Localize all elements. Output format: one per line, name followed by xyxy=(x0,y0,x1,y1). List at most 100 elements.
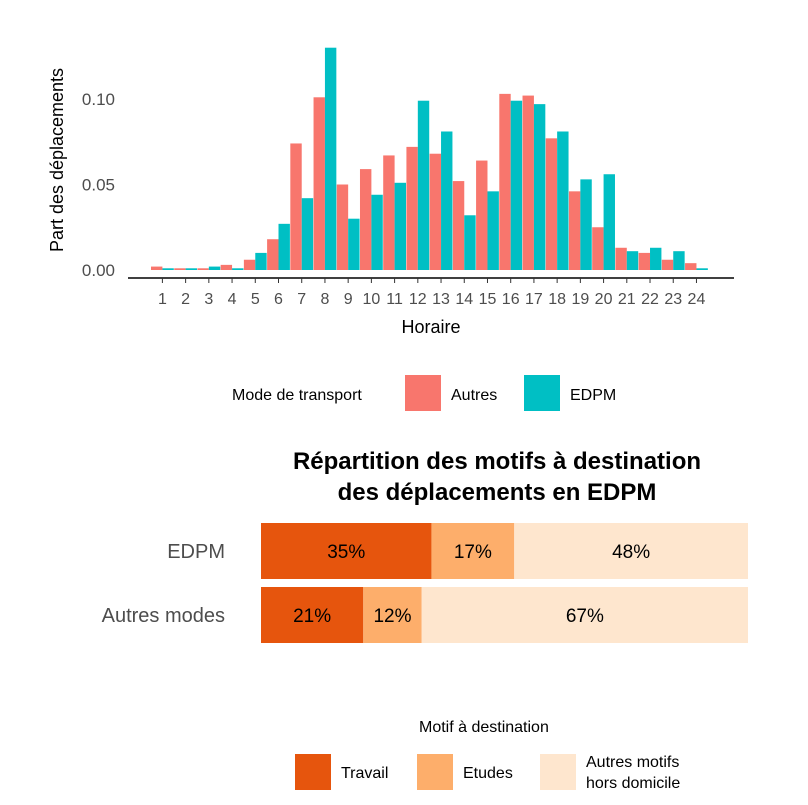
x-tick-label: 22 xyxy=(641,291,659,308)
chart-title-line-2: des déplacements en EDPM xyxy=(338,479,657,506)
bar-autres-24 xyxy=(685,263,697,270)
legend-title: Motif à destination xyxy=(419,719,549,736)
chart-title-line-1: Répartition des motifs à destination xyxy=(293,448,701,475)
legend-label-edpm: EDPM xyxy=(570,387,616,404)
bar-edpm-21 xyxy=(626,251,639,270)
bar-autres-16 xyxy=(499,93,511,271)
bar-autres-2 xyxy=(174,268,186,270)
x-axis-title: Horaire xyxy=(401,317,460,337)
segment-etudes-1 xyxy=(363,587,422,643)
legend-title: Mode de transport xyxy=(232,387,362,404)
bar-autres-14 xyxy=(452,181,465,270)
hourly-distribution-chart: 0.000.050.10 1 2 3 4 5 6 7 8 9 10 11 12 13 14 15 16 17 18… xyxy=(47,47,734,411)
bar-edpm-2 xyxy=(185,268,198,270)
x-tick-label: 9 xyxy=(344,291,353,308)
bar-edpm-15 xyxy=(487,191,499,270)
legend-swatch-travail xyxy=(295,754,331,790)
bar-autres-21 xyxy=(615,247,627,270)
legend-swatch-autres-motifs xyxy=(540,754,576,790)
x-tick-label: 10 xyxy=(362,291,380,308)
bar-edpm-23 xyxy=(673,251,685,270)
bar-autres-15 xyxy=(476,160,488,270)
x-tick-label: 19 xyxy=(571,291,589,308)
x-tick-label: 5 xyxy=(251,291,260,308)
x-tick-label: 4 xyxy=(228,291,237,308)
segment-label: 48% xyxy=(612,542,650,563)
bar-autres-11 xyxy=(383,155,395,270)
bar-edpm-14 xyxy=(464,215,476,270)
x-tick-label: 6 xyxy=(274,291,283,308)
purpose-legend: Motif à destination Travail Etudes Autre… xyxy=(295,719,680,792)
transport-mode-legend: Mode de transport Autres EDPM xyxy=(232,375,616,411)
bar-edpm-18 xyxy=(557,131,569,270)
bar-edpm-5 xyxy=(255,252,267,270)
segment-etudes-0 xyxy=(431,523,515,579)
bar-autres-20 xyxy=(592,227,604,270)
bar-edpm-10 xyxy=(371,194,383,270)
bar-edpm-7 xyxy=(301,198,314,270)
y-tick-label: 0.10 xyxy=(82,90,115,109)
bar-edpm-24 xyxy=(696,268,708,270)
legend-swatch-etudes xyxy=(417,754,453,790)
bar-autres-12 xyxy=(406,146,418,270)
legend-label-etudes: Etudes xyxy=(463,765,513,782)
bar-edpm-20 xyxy=(603,174,615,270)
legend-label-autres: Autres xyxy=(451,387,497,404)
y-tick-label: 0.05 xyxy=(82,176,115,195)
bar-edpm-3 xyxy=(208,266,221,270)
bar-autres-4 xyxy=(220,264,233,270)
bar-edpm-22 xyxy=(650,247,662,270)
bar-edpm-8 xyxy=(324,47,337,271)
segment-label: 35% xyxy=(327,542,365,563)
segment-label: 17% xyxy=(454,542,492,563)
x-tick-label: 8 xyxy=(320,291,329,308)
x-tick-label: 12 xyxy=(409,291,427,308)
x-tick-label: 7 xyxy=(297,291,306,308)
x-tick-label: 1 xyxy=(158,291,167,308)
legend-swatch-edpm xyxy=(524,375,560,411)
x-tick-label: 2 xyxy=(181,291,190,308)
bar-edpm-13 xyxy=(441,131,453,270)
x-tick-label: 23 xyxy=(664,291,682,308)
legend-swatch-autres xyxy=(405,375,441,411)
bar-edpm-16 xyxy=(510,100,523,271)
row-label: EDPM xyxy=(167,541,225,563)
bar-edpm-4 xyxy=(232,268,244,270)
segment-travail-1 xyxy=(261,587,364,643)
x-tick-label: 24 xyxy=(688,291,706,308)
bar-autres-17 xyxy=(522,95,534,270)
x-tick-label: 16 xyxy=(502,291,520,308)
row-label: Autres modes xyxy=(102,605,225,627)
segment-travail-0 xyxy=(261,523,432,579)
bar-autres-23 xyxy=(661,259,674,270)
x-tick-label: 20 xyxy=(595,291,613,308)
x-tick-label: 11 xyxy=(386,291,403,308)
y-tick-label: 0.00 xyxy=(82,261,115,280)
legend-label-autres-motifs-line-1: Autres motifs xyxy=(586,754,679,771)
bar-autres-18 xyxy=(545,138,558,270)
segment-autres-0 xyxy=(514,523,748,579)
bar-autres-10 xyxy=(359,169,372,270)
bar-edpm-1 xyxy=(162,268,174,270)
bar-autres-3 xyxy=(197,268,209,270)
bar-autres-8 xyxy=(313,97,325,270)
x-tick-label: 18 xyxy=(548,291,566,308)
x-tick-label: 21 xyxy=(618,291,636,308)
y-axis-title: Part des déplacements xyxy=(47,68,67,252)
legend-label-autres-motifs-line-2: hors domicile xyxy=(586,775,680,792)
segment-label: 12% xyxy=(373,606,411,627)
bar-edpm-9 xyxy=(348,218,360,270)
bar-autres-19 xyxy=(568,191,581,270)
bar-autres-5 xyxy=(243,259,256,270)
segment-autres-1 xyxy=(421,587,748,643)
bar-autres-9 xyxy=(336,184,349,270)
bar-edpm-6 xyxy=(278,223,290,270)
bar-edpm-17 xyxy=(533,104,546,270)
bar-autres-7 xyxy=(290,143,302,270)
bar-autres-6 xyxy=(267,239,279,270)
bar-autres-13 xyxy=(429,153,442,270)
trip-purpose-chart: Répartition des motifs à destination des… xyxy=(102,448,748,792)
x-tick-label: 13 xyxy=(432,291,450,308)
legend-label-travail: Travail xyxy=(341,765,388,782)
